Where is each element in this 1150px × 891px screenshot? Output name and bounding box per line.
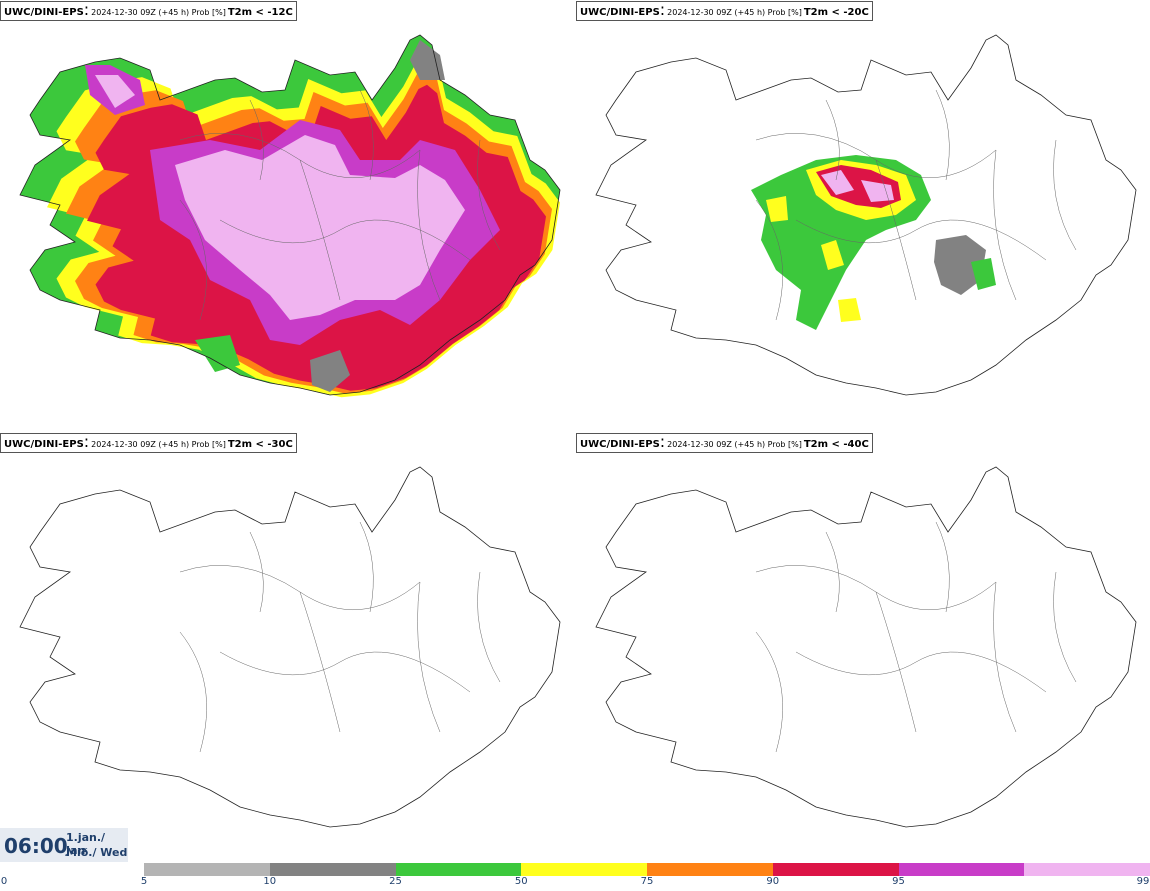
iceland-map-20 [595,34,1137,396]
scale-tick-label: 99 [1136,876,1150,887]
scale-tick-label: 0 [0,876,8,887]
variable-label: T2m < -20C [803,7,869,18]
variable-label: T2m < -40C [803,439,869,450]
valid-time-box: 06:00 1.jan./ Jan Mið./ Wed [0,828,128,862]
iceland-map-40 [595,466,1137,828]
scale-tick-label: 10 [263,876,277,887]
prob-99-area [175,135,465,320]
model-name: UWC/DINI-EPS [580,7,660,18]
map-panel-t2m-30: UWC/DINI-EPS: 2024-12-30 09Z (+45 h) Prob… [0,432,575,864]
scale-tick-label: 25 [389,876,402,887]
map-panel-t2m-20: UWC/DINI-EPS: 2024-12-30 09Z (+45 h) Prob… [576,0,1150,432]
iceland-map-30 [19,466,561,828]
color-segment-4 [647,863,773,876]
panel-title: UWC/DINI-EPS: 2024-12-30 09Z (+45 h) Prob… [0,1,297,21]
model-name: UWC/DINI-EPS [4,7,84,18]
scale-tick-label: 50 [514,876,528,887]
scale-tick-label: 75 [640,876,654,887]
valid-date: 1.jan./ Jan [66,831,106,857]
valid-weekday: Mið./ Wed [66,846,128,859]
run-info: 2024-12-30 09Z (+45 h) Prob [%] [667,440,802,449]
run-info: 2024-12-30 09Z (+45 h) Prob [%] [91,440,226,449]
color-segment-7 [1024,863,1150,876]
valid-hour: 06:00 [4,834,68,858]
iceland-map-12 [19,34,561,398]
scale-tick-label: 95 [892,876,905,887]
model-name: UWC/DINI-EPS [4,439,84,450]
color-segment-2 [395,863,522,876]
run-info: 2024-12-30 09Z (+45 h) Prob [%] [667,8,802,17]
variable-label: T2m < -12C [227,7,293,18]
map-panel-t2m-12: UWC/DINI-EPS: 2024-12-30 09Z (+45 h) Prob… [0,0,575,432]
color-segment-3 [521,863,647,876]
panel-title: UWC/DINI-EPS: 2024-12-30 09Z (+45 h) Prob… [0,433,297,453]
color-scale-bar [144,863,1150,876]
panel-title: UWC/DINI-EPS: 2024-12-30 09Z (+45 h) Prob… [576,433,873,453]
color-scale-ticks: 0 5 10 25 50 75 90 95 99 [0,876,1150,890]
model-name: UWC/DINI-EPS [580,439,660,450]
color-segment-1 [269,863,396,876]
scale-tick-label: 90 [766,876,780,887]
panel-title: UWC/DINI-EPS: 2024-12-30 09Z (+45 h) Prob… [576,1,873,21]
scale-tick-label: 5 [140,876,148,887]
map-panel-t2m-40: UWC/DINI-EPS: 2024-12-30 09Z (+45 h) Prob… [576,432,1150,864]
variable-label: T2m < -30C [227,439,293,450]
color-segment-6 [898,863,1025,876]
run-info: 2024-12-30 09Z (+45 h) Prob [%] [91,8,226,17]
color-segment-0 [144,863,270,876]
color-segment-5 [772,863,899,876]
